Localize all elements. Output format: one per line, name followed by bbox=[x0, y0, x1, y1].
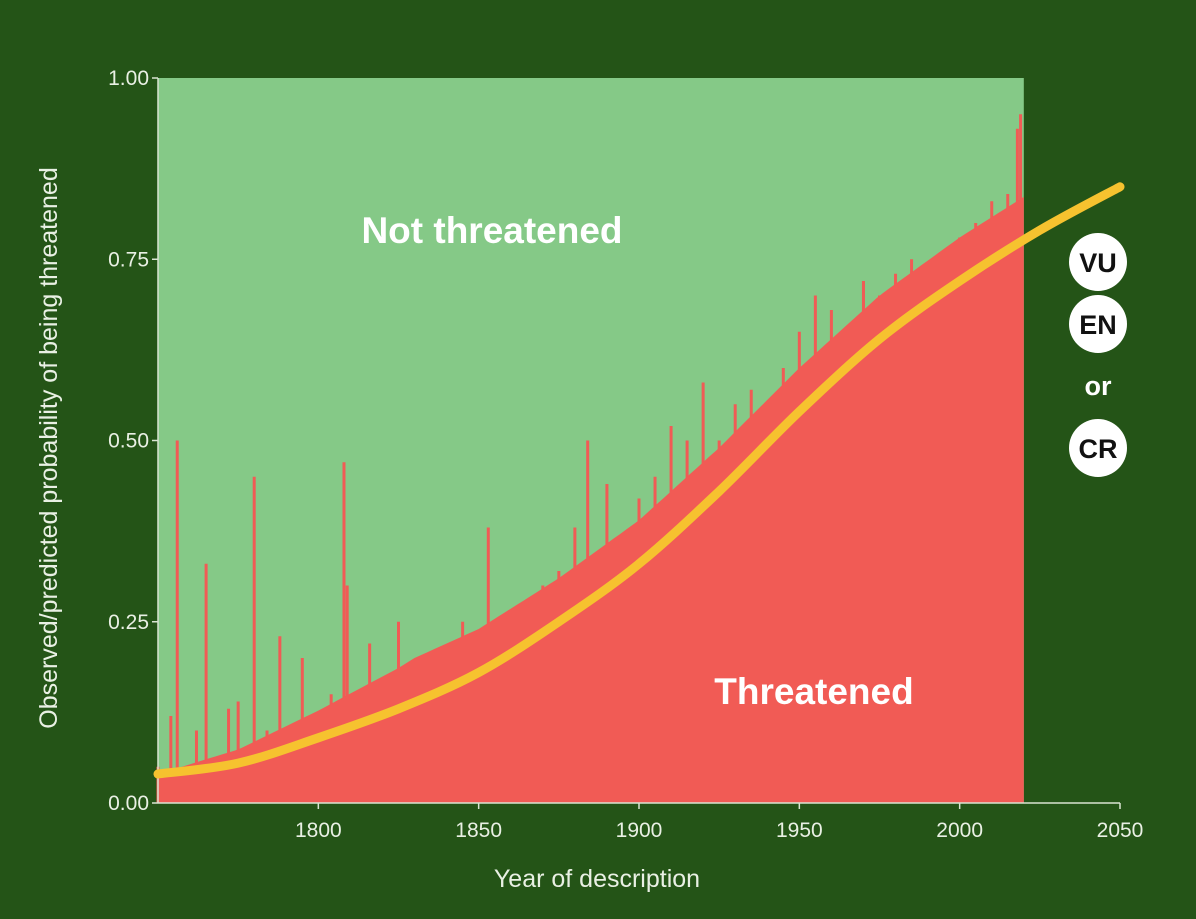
badge-en-label: EN bbox=[1079, 310, 1117, 340]
badge-en bbox=[1069, 295, 1127, 353]
observed-bar bbox=[204, 563, 208, 803]
y-axis-title: Observed/predicted probability of being … bbox=[35, 167, 63, 728]
observed-bar bbox=[342, 462, 346, 803]
x-axis-title: Year of description bbox=[494, 865, 700, 893]
y-tick-label: 1.00 bbox=[108, 67, 149, 90]
observed-bar bbox=[169, 716, 173, 803]
category-badges: VU EN or CR bbox=[1069, 233, 1127, 477]
trend-group bbox=[153, 182, 1125, 779]
predicted-trend-line bbox=[153, 182, 1125, 779]
axes: 0.00 0.25 0.50 0.75 1.00 1800 1850 1900 1950 2000… bbox=[108, 67, 1143, 842]
y-tick-label: 0.00 bbox=[108, 792, 149, 815]
badge-cr bbox=[1069, 419, 1127, 477]
x-tick-label: 2050 bbox=[1097, 819, 1144, 842]
badge-vu bbox=[1069, 233, 1127, 291]
observed-bar bbox=[345, 585, 349, 803]
x-tick-label: 1900 bbox=[616, 819, 663, 842]
region-label-threatened: Threatened bbox=[714, 671, 913, 712]
badge-or-label: or bbox=[1085, 371, 1112, 401]
badge-cr-label: CR bbox=[1079, 434, 1118, 464]
observed-bar bbox=[252, 476, 256, 803]
threatened-region bbox=[158, 107, 1024, 803]
y-tick-label: 0.50 bbox=[108, 430, 149, 453]
observed-bar bbox=[278, 636, 282, 803]
y-tick-label: 0.75 bbox=[108, 248, 149, 271]
x-tick-label: 1850 bbox=[455, 819, 502, 842]
x-tick-label: 2000 bbox=[936, 819, 983, 842]
x-tick-label: 1800 bbox=[295, 819, 342, 842]
badge-vu-label: VU bbox=[1079, 248, 1117, 278]
x-tick-label: 1950 bbox=[776, 819, 823, 842]
y-tick-label: 0.25 bbox=[108, 611, 149, 634]
region-label-not-threatened: Not threatened bbox=[361, 210, 622, 251]
observed-bar bbox=[175, 440, 179, 803]
